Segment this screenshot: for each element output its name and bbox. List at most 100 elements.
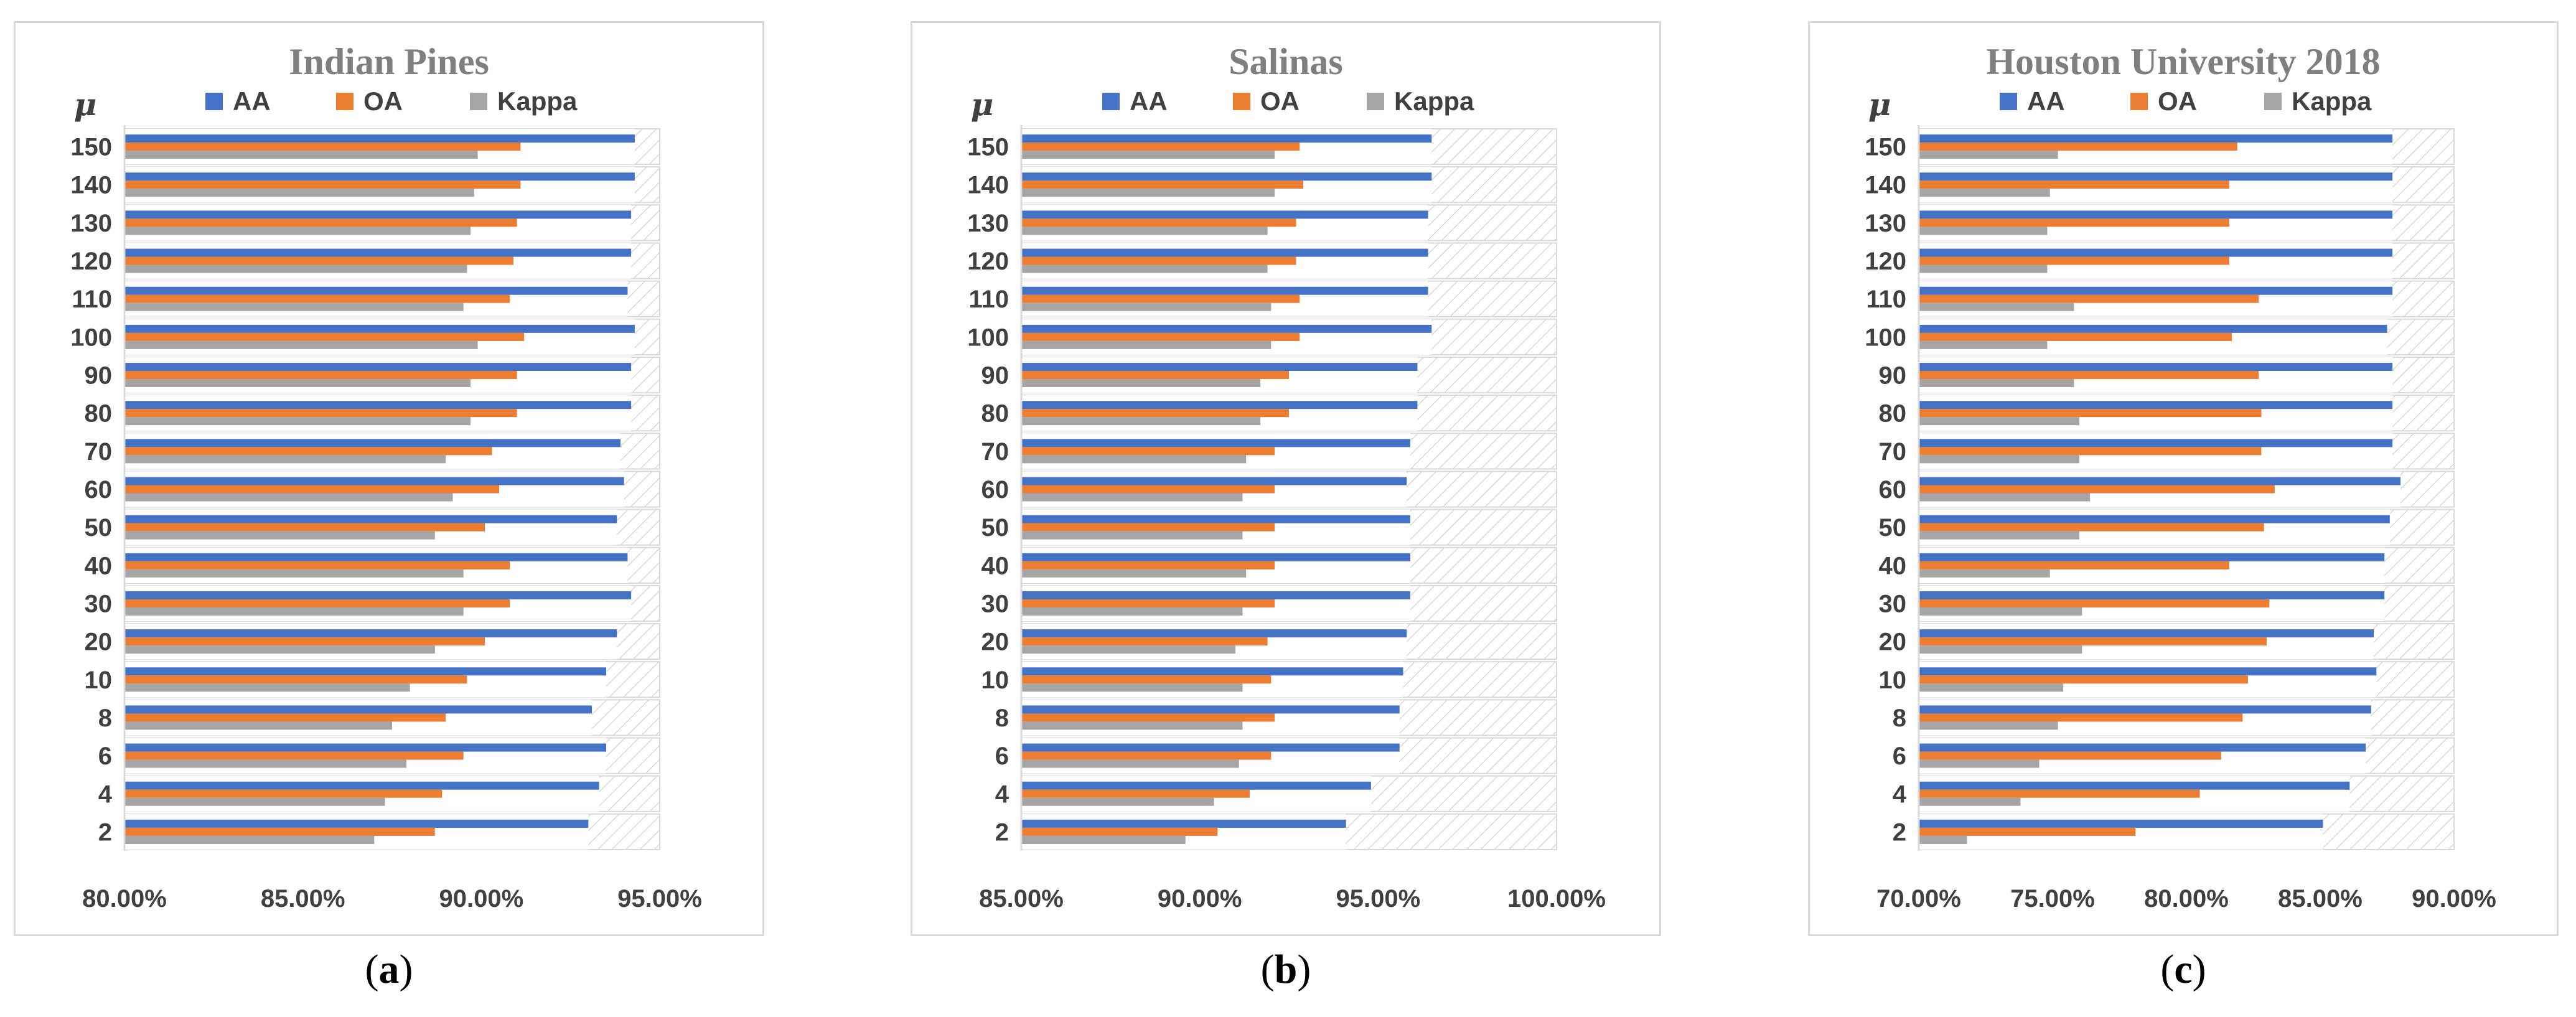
- chart-title: Indian Pines: [289, 41, 489, 82]
- bar-oa: [1021, 447, 1275, 456]
- legend-swatch-oa: [2130, 93, 2148, 110]
- bar-aa: [1919, 439, 2393, 448]
- bar-aa: [124, 286, 628, 295]
- y-tick-label: 150: [967, 134, 1009, 161]
- y-tick-label: 130: [967, 210, 1009, 237]
- bar-aa: [1021, 781, 1371, 790]
- y-tick-label: 50: [1879, 514, 1907, 541]
- bar-aa: [1919, 705, 2371, 714]
- bar-aa: [1919, 629, 2374, 638]
- legend-label-aa: AA: [1130, 87, 1168, 116]
- bar-oa: [124, 143, 521, 151]
- y-axis-label: μ: [74, 86, 97, 123]
- caption-letter: a: [378, 947, 400, 992]
- y-tick-label: 100: [967, 324, 1009, 351]
- y-tick-label: 110: [968, 286, 1009, 313]
- y-tick-label: 80: [1879, 400, 1907, 428]
- bar-kappa: [124, 493, 453, 502]
- y-tick-label: 80: [981, 400, 1009, 428]
- bar-oa: [1021, 599, 1275, 607]
- bar-aa: [124, 629, 617, 638]
- y-tick-label: 30: [981, 590, 1009, 617]
- bar-aa: [1021, 515, 1410, 523]
- bar-kappa: [1021, 379, 1261, 388]
- bar-oa: [1021, 675, 1272, 684]
- bar-oa: [124, 180, 521, 189]
- bar-oa: [124, 218, 517, 227]
- bar-kappa: [124, 417, 471, 426]
- bar-oa: [124, 599, 510, 607]
- bar-aa: [1021, 210, 1428, 219]
- x-tick-label: 95.00%: [617, 885, 702, 912]
- bar-kappa: [1021, 645, 1235, 654]
- y-tick-label: 30: [85, 590, 113, 617]
- bar-kappa: [124, 302, 464, 311]
- bar-kappa: [124, 151, 478, 159]
- bar-aa: [1021, 286, 1428, 295]
- y-tick-label: 10: [981, 667, 1009, 694]
- bar-aa: [124, 515, 617, 523]
- y-tick-label: 150: [1865, 134, 1906, 161]
- bar-oa: [124, 256, 513, 265]
- legend-label-oa: OA: [1260, 87, 1300, 116]
- bar-aa: [124, 401, 632, 410]
- bar-aa: [1021, 591, 1410, 599]
- bar-aa: [1919, 553, 2385, 561]
- bar-aa: [1021, 743, 1400, 752]
- chart-panel-a: Indian Pines μ AA OA Kappa 2 4 6 8 10 20 30 40 50 60 70…: [14, 21, 764, 936]
- y-tick-label: 70: [981, 438, 1009, 466]
- bar-aa: [1919, 667, 2377, 676]
- bar-oa: [1021, 827, 1218, 836]
- bar-kappa: [1919, 379, 2074, 388]
- bar-kappa: [1919, 531, 2079, 540]
- bar-kappa: [1021, 151, 1275, 159]
- bar-aa: [1021, 477, 1407, 485]
- y-axis-label: μ: [1868, 86, 1891, 123]
- caption-a: (a): [365, 947, 413, 992]
- caption-letter: c: [2174, 947, 2193, 992]
- bar-oa: [1919, 371, 2259, 380]
- bar-aa: [1919, 477, 2400, 485]
- bar-kappa: [124, 379, 471, 388]
- bar-oa: [124, 713, 446, 722]
- bar-aa: [1919, 248, 2393, 257]
- chart-panel-c: Houston University 2018 μ AA OA Kappa 2 4 6 8 10 2…: [1808, 21, 2559, 936]
- bar-oa: [1919, 294, 2259, 303]
- bar-kappa: [124, 759, 406, 768]
- y-tick-label: 40: [1879, 552, 1907, 579]
- bar-oa: [124, 447, 492, 456]
- y-tick-label: 100: [1865, 324, 1906, 351]
- bar-aa: [124, 210, 632, 219]
- bar-oa: [1919, 561, 2229, 569]
- bar-kappa: [1021, 455, 1247, 464]
- y-tick-label: 6: [995, 743, 1009, 770]
- bar-oa: [1021, 143, 1300, 151]
- bar-oa: [1919, 218, 2229, 227]
- bar-kappa: [124, 265, 467, 273]
- bar-oa: [1919, 713, 2243, 722]
- bar-oa: [1021, 751, 1272, 760]
- bar-aa: [1919, 286, 2393, 295]
- y-tick-label: 140: [70, 172, 112, 199]
- chart-svg-a: Indian Pines μ AA OA Kappa 2 4 6 8 10 20 30 40 50 60 70…: [70, 41, 702, 912]
- y-tick-label: 20: [981, 629, 1009, 656]
- legend-swatch-kappa: [470, 93, 487, 110]
- bar-kappa: [1021, 797, 1214, 806]
- x-tick-label: 85.00%: [261, 885, 345, 912]
- bar-oa: [124, 523, 485, 532]
- bar-kappa: [124, 455, 446, 464]
- y-tick-label: 8: [995, 705, 1009, 732]
- bar-kappa: [124, 340, 478, 349]
- chart-title: Houston University 2018: [1986, 41, 2380, 82]
- bar-oa: [124, 751, 464, 760]
- y-tick-label: 140: [1865, 172, 1906, 199]
- bar-oa: [1021, 218, 1296, 227]
- bar-kappa: [1021, 759, 1239, 768]
- bar-kappa: [1919, 189, 2050, 197]
- y-tick-label: 120: [1865, 248, 1906, 275]
- bar-oa: [1021, 409, 1289, 418]
- bar-oa: [1919, 523, 2264, 532]
- bar-kappa: [1919, 455, 2079, 464]
- y-tick-label: 90: [1879, 362, 1907, 390]
- y-tick-label: 60: [85, 476, 113, 504]
